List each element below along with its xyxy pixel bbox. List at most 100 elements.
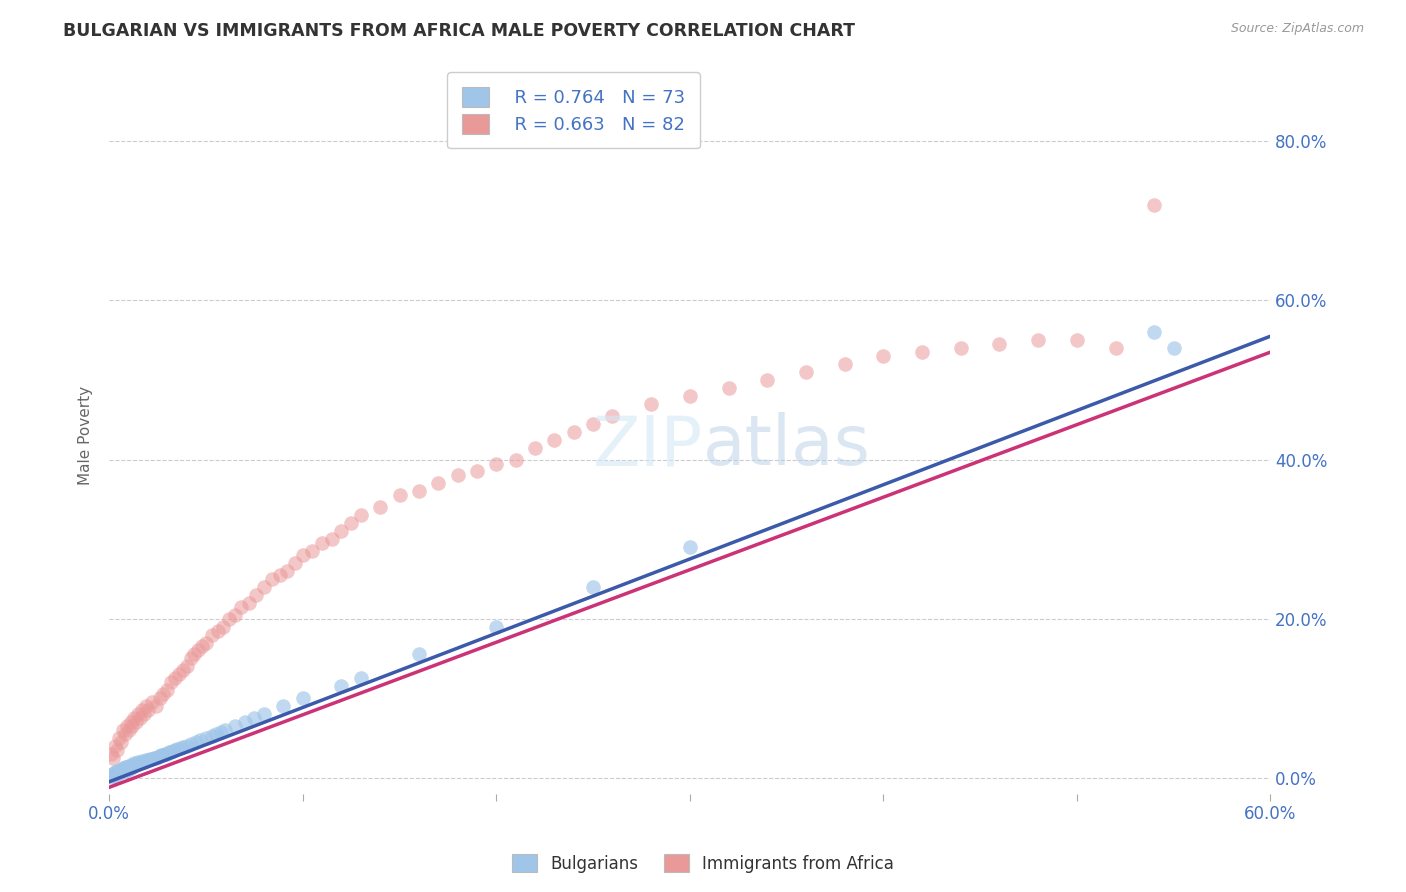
- Point: [170, 740, 193, 755]
- Point: [368, 500, 391, 515]
- Point: [214, 723, 236, 737]
- Point: [1163, 341, 1185, 355]
- Point: [233, 715, 256, 730]
- Point: [321, 532, 343, 546]
- Point: [152, 747, 174, 762]
- Point: [104, 765, 127, 780]
- Point: [253, 707, 276, 722]
- Point: [131, 703, 153, 717]
- Point: [911, 345, 934, 359]
- Point: [176, 659, 198, 673]
- Point: [129, 711, 152, 725]
- Point: [132, 755, 155, 769]
- Point: [243, 711, 266, 725]
- Point: [505, 452, 527, 467]
- Point: [115, 719, 138, 733]
- Point: [388, 488, 411, 502]
- Point: [105, 764, 128, 779]
- Point: [125, 715, 148, 730]
- Point: [108, 731, 131, 745]
- Point: [114, 727, 136, 741]
- Point: [166, 742, 188, 756]
- Point: [104, 739, 127, 753]
- Point: [172, 739, 194, 754]
- Point: [211, 724, 233, 739]
- Point: [135, 699, 157, 714]
- Point: [485, 457, 508, 471]
- Point: [100, 770, 122, 784]
- Point: [127, 756, 149, 771]
- Point: [446, 468, 468, 483]
- Point: [114, 760, 136, 774]
- Point: [311, 536, 333, 550]
- Legend:   R = 0.764   N = 73,   R = 0.663   N = 82: R = 0.764 N = 73, R = 0.663 N = 82: [447, 72, 700, 148]
- Point: [408, 648, 430, 662]
- Point: [180, 651, 202, 665]
- Point: [101, 769, 124, 783]
- Point: [465, 465, 488, 479]
- Point: [172, 664, 194, 678]
- Point: [125, 757, 148, 772]
- Point: [162, 744, 184, 758]
- Point: [188, 732, 211, 747]
- Point: [139, 752, 162, 766]
- Point: [218, 612, 240, 626]
- Point: [582, 580, 605, 594]
- Point: [132, 707, 155, 722]
- Point: [101, 766, 124, 780]
- Point: [115, 759, 138, 773]
- Point: [253, 580, 276, 594]
- Point: [131, 754, 153, 768]
- Point: [191, 640, 214, 654]
- Point: [340, 516, 363, 531]
- Point: [105, 743, 128, 757]
- Point: [543, 433, 565, 447]
- Point: [110, 735, 132, 749]
- Point: [273, 699, 295, 714]
- Point: [117, 723, 139, 737]
- Point: [238, 596, 260, 610]
- Point: [148, 691, 170, 706]
- Point: [136, 753, 159, 767]
- Point: [100, 747, 122, 761]
- Point: [269, 568, 291, 582]
- Point: [160, 745, 183, 759]
- Point: [195, 731, 218, 745]
- Point: [163, 671, 186, 685]
- Point: [301, 544, 323, 558]
- Point: [260, 572, 283, 586]
- Point: [105, 766, 128, 780]
- Point: [187, 643, 209, 657]
- Text: Source: ZipAtlas.com: Source: ZipAtlas.com: [1230, 22, 1364, 36]
- Point: [127, 755, 149, 769]
- Legend: Bulgarians, Immigrants from Africa: Bulgarians, Immigrants from Africa: [506, 847, 900, 880]
- Point: [350, 671, 373, 685]
- Point: [100, 768, 122, 782]
- Point: [148, 749, 170, 764]
- Point: [330, 679, 353, 693]
- Point: [120, 761, 142, 775]
- Point: [350, 508, 373, 523]
- Point: [224, 719, 246, 733]
- Point: [110, 765, 132, 780]
- Point: [1026, 333, 1049, 347]
- Point: [679, 389, 702, 403]
- Point: [562, 425, 585, 439]
- Point: [245, 588, 267, 602]
- Point: [110, 763, 132, 777]
- Point: [111, 723, 134, 737]
- Point: [186, 735, 208, 749]
- Point: [142, 751, 165, 765]
- Point: [124, 756, 146, 771]
- Point: [108, 766, 131, 780]
- Point: [183, 648, 205, 662]
- Point: [1104, 341, 1126, 355]
- Point: [124, 758, 146, 772]
- Point: [152, 687, 174, 701]
- Text: atlas: atlas: [703, 412, 870, 480]
- Point: [834, 357, 856, 371]
- Point: [136, 703, 159, 717]
- Point: [207, 624, 229, 638]
- Point: [114, 764, 136, 778]
- Point: [176, 739, 198, 753]
